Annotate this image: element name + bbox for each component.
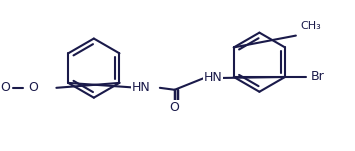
Text: O: O [0, 81, 10, 94]
Text: HN: HN [132, 81, 151, 94]
Text: Br: Br [311, 71, 324, 84]
Text: HN: HN [204, 71, 223, 84]
Text: O: O [170, 101, 180, 114]
Text: O: O [28, 81, 38, 94]
Text: CH₃: CH₃ [301, 21, 322, 31]
